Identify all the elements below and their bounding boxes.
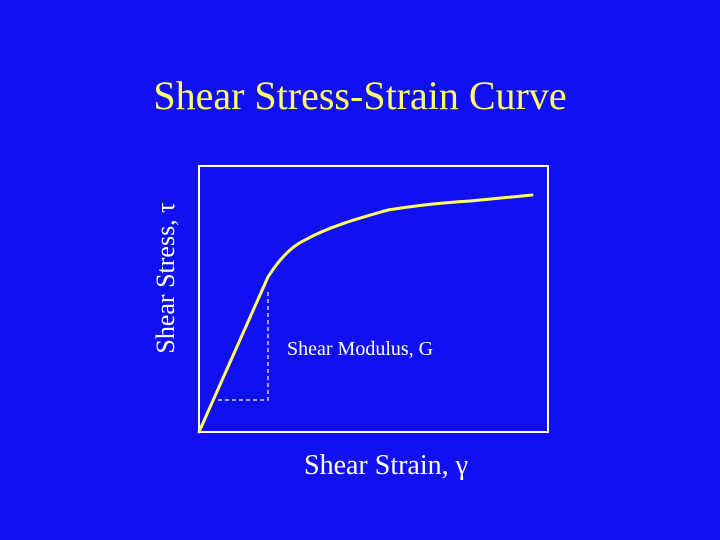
stress-strain-curve <box>197 193 534 434</box>
modulus-dashed-guide <box>218 290 269 401</box>
y-axis-label: Shear Stress, τ <box>151 202 180 354</box>
shear-modulus-annotation: Shear Modulus, G <box>287 338 434 360</box>
plot-frame <box>198 165 549 433</box>
slide-title: Shear Stress-Strain Curve <box>153 73 567 118</box>
x-axis-label: Shear Strain, γ <box>304 450 469 481</box>
